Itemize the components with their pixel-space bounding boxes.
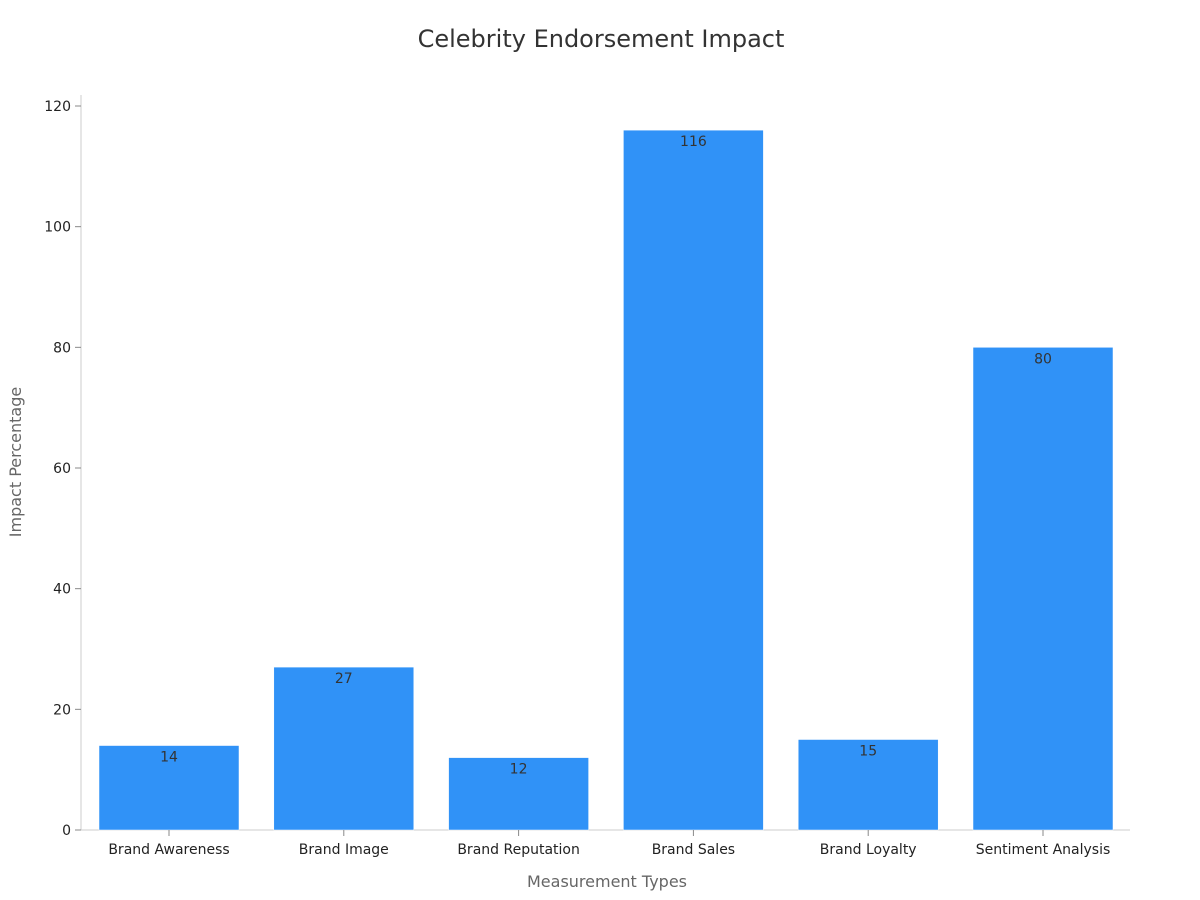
bar-value-label: 14 xyxy=(160,750,178,766)
bar xyxy=(273,666,415,831)
chart-title: Celebrity Endorsement Impact xyxy=(418,25,785,53)
y-tick-label: 60 xyxy=(53,461,71,477)
y-tick-label: 20 xyxy=(53,702,71,718)
bar-value-label: 116 xyxy=(680,134,707,150)
bar xyxy=(972,347,1114,831)
y-tick-label: 0 xyxy=(62,823,71,839)
y-axis-title: Impact Percentage xyxy=(6,387,25,537)
y-tick-label: 100 xyxy=(44,220,71,236)
bar-value-label: 80 xyxy=(1034,351,1052,367)
bar-value-label: 12 xyxy=(510,762,528,778)
x-tick-label: Brand Awareness xyxy=(108,842,229,858)
x-tick-label: Brand Image xyxy=(299,842,389,858)
bar-value-label: 15 xyxy=(859,744,877,760)
y-tick-label: 120 xyxy=(44,99,71,115)
bar-value-label: 27 xyxy=(335,671,353,687)
bar xyxy=(623,129,764,831)
x-tick-label: Sentiment Analysis xyxy=(976,842,1111,858)
bars-group: 14 27 12 116 15 80 xyxy=(98,129,1114,831)
x-tick-label: Brand Loyalty xyxy=(820,842,917,858)
y-tick-label: 40 xyxy=(53,582,71,598)
x-tick-label: Brand Sales xyxy=(652,842,735,858)
bar xyxy=(98,745,240,831)
y-tick-label: 80 xyxy=(53,340,71,356)
x-tick-label: Brand Reputation xyxy=(457,842,580,858)
bar xyxy=(448,757,589,831)
y-axis-ticks: 0 20 40 60 80 100 120 xyxy=(44,99,81,839)
x-axis-ticks: Brand Awareness Brand Image Brand Reputati… xyxy=(108,830,1110,858)
x-axis-title: Measurement Types xyxy=(527,872,687,891)
